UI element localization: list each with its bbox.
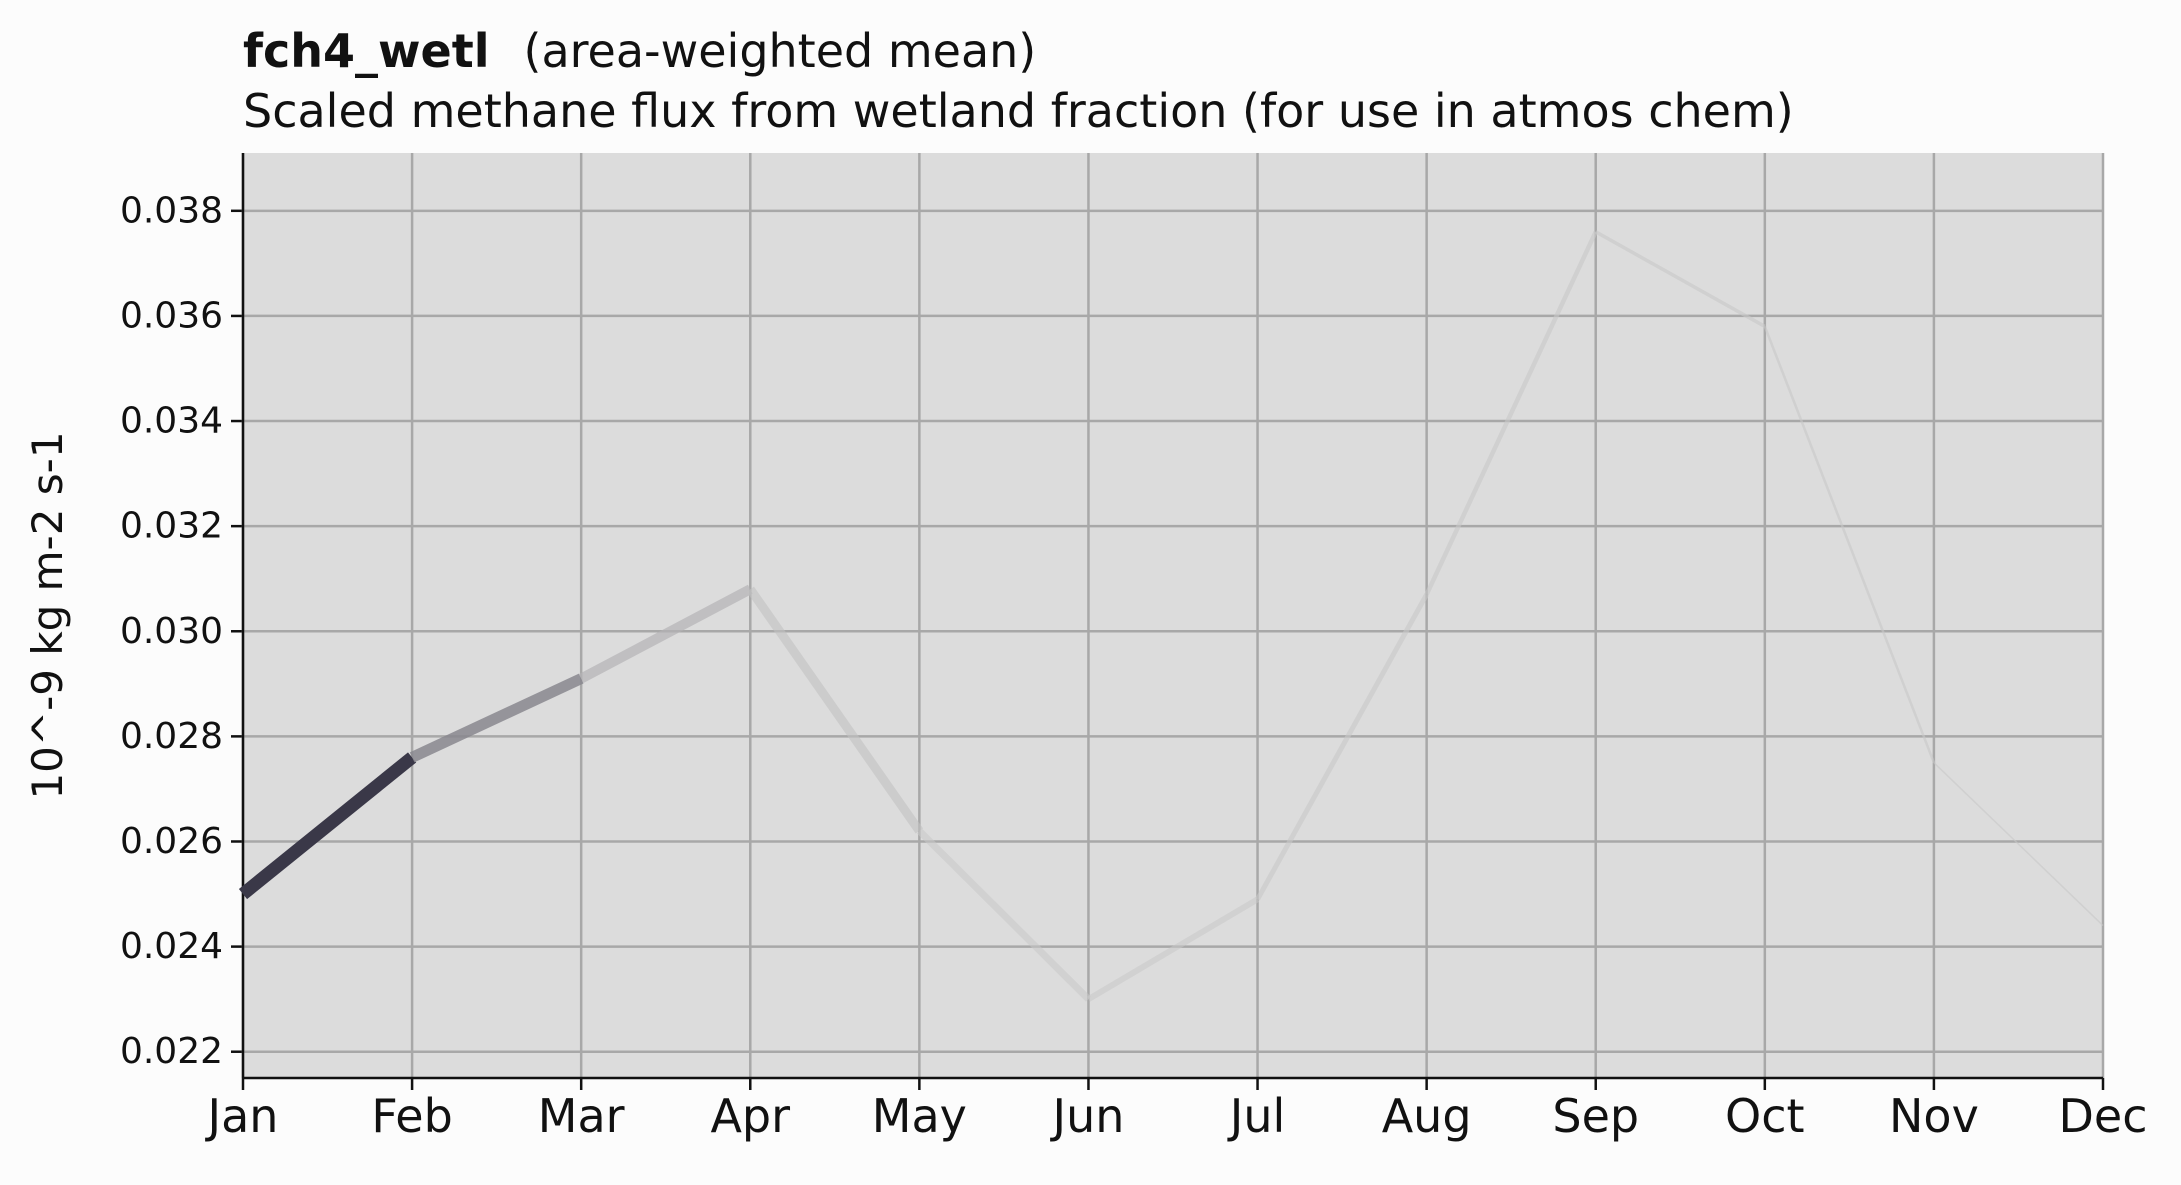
y-tick-label: 0.034 xyxy=(120,401,223,442)
line-segment xyxy=(238,752,417,900)
y-tick-label: 0.036 xyxy=(120,295,223,336)
y-axis-label: 10^-9 kg m-2 s-1 xyxy=(23,431,72,799)
x-tick-label: Jun xyxy=(1050,1089,1125,1143)
x-tick-label: Mar xyxy=(538,1089,625,1143)
plot-background xyxy=(243,153,2103,1078)
y-tick-label: 0.032 xyxy=(120,506,223,547)
y-tick-label: 0.024 xyxy=(120,926,223,967)
line-segment xyxy=(746,586,924,834)
line-segment xyxy=(1933,762,2104,927)
x-tick-label: Oct xyxy=(1725,1089,1805,1143)
line-segment xyxy=(1255,593,1429,901)
x-tick-label: Sep xyxy=(1552,1089,1639,1143)
x-tick-label: Jan xyxy=(205,1089,279,1143)
x-tick-label: Aug xyxy=(1382,1089,1472,1143)
line-segment xyxy=(1424,230,1598,596)
chart-title: fch4_wetl (area-weighted mean) xyxy=(243,24,1036,78)
x-tick-label: Feb xyxy=(371,1089,452,1143)
y-tick-label: 0.026 xyxy=(120,821,223,862)
title-note: (area-weighted mean) xyxy=(523,24,1037,78)
y-tick-label: 0.022 xyxy=(120,1031,223,1072)
line-segment xyxy=(1086,896,1260,1002)
chart-subtitle: Scaled methane flux from wetland fractio… xyxy=(243,84,1794,138)
y-tick-label: 0.038 xyxy=(120,190,223,231)
y-tick-label: 0.030 xyxy=(120,611,223,652)
line-segment xyxy=(578,584,753,683)
x-tick-label: Dec xyxy=(2058,1089,2147,1143)
x-tick-label: Jul xyxy=(1227,1089,1286,1143)
variable-name: fch4_wetl xyxy=(243,24,490,78)
x-tick-label: May xyxy=(872,1089,967,1143)
x-tick-label: Nov xyxy=(1889,1089,1979,1143)
line-segment xyxy=(1763,325,1936,764)
x-tick-label: Apr xyxy=(710,1089,790,1143)
line-segment xyxy=(409,673,584,763)
line-segment xyxy=(1594,230,1766,328)
line-segment xyxy=(916,828,1091,1002)
y-tick-label: 0.028 xyxy=(120,716,223,757)
